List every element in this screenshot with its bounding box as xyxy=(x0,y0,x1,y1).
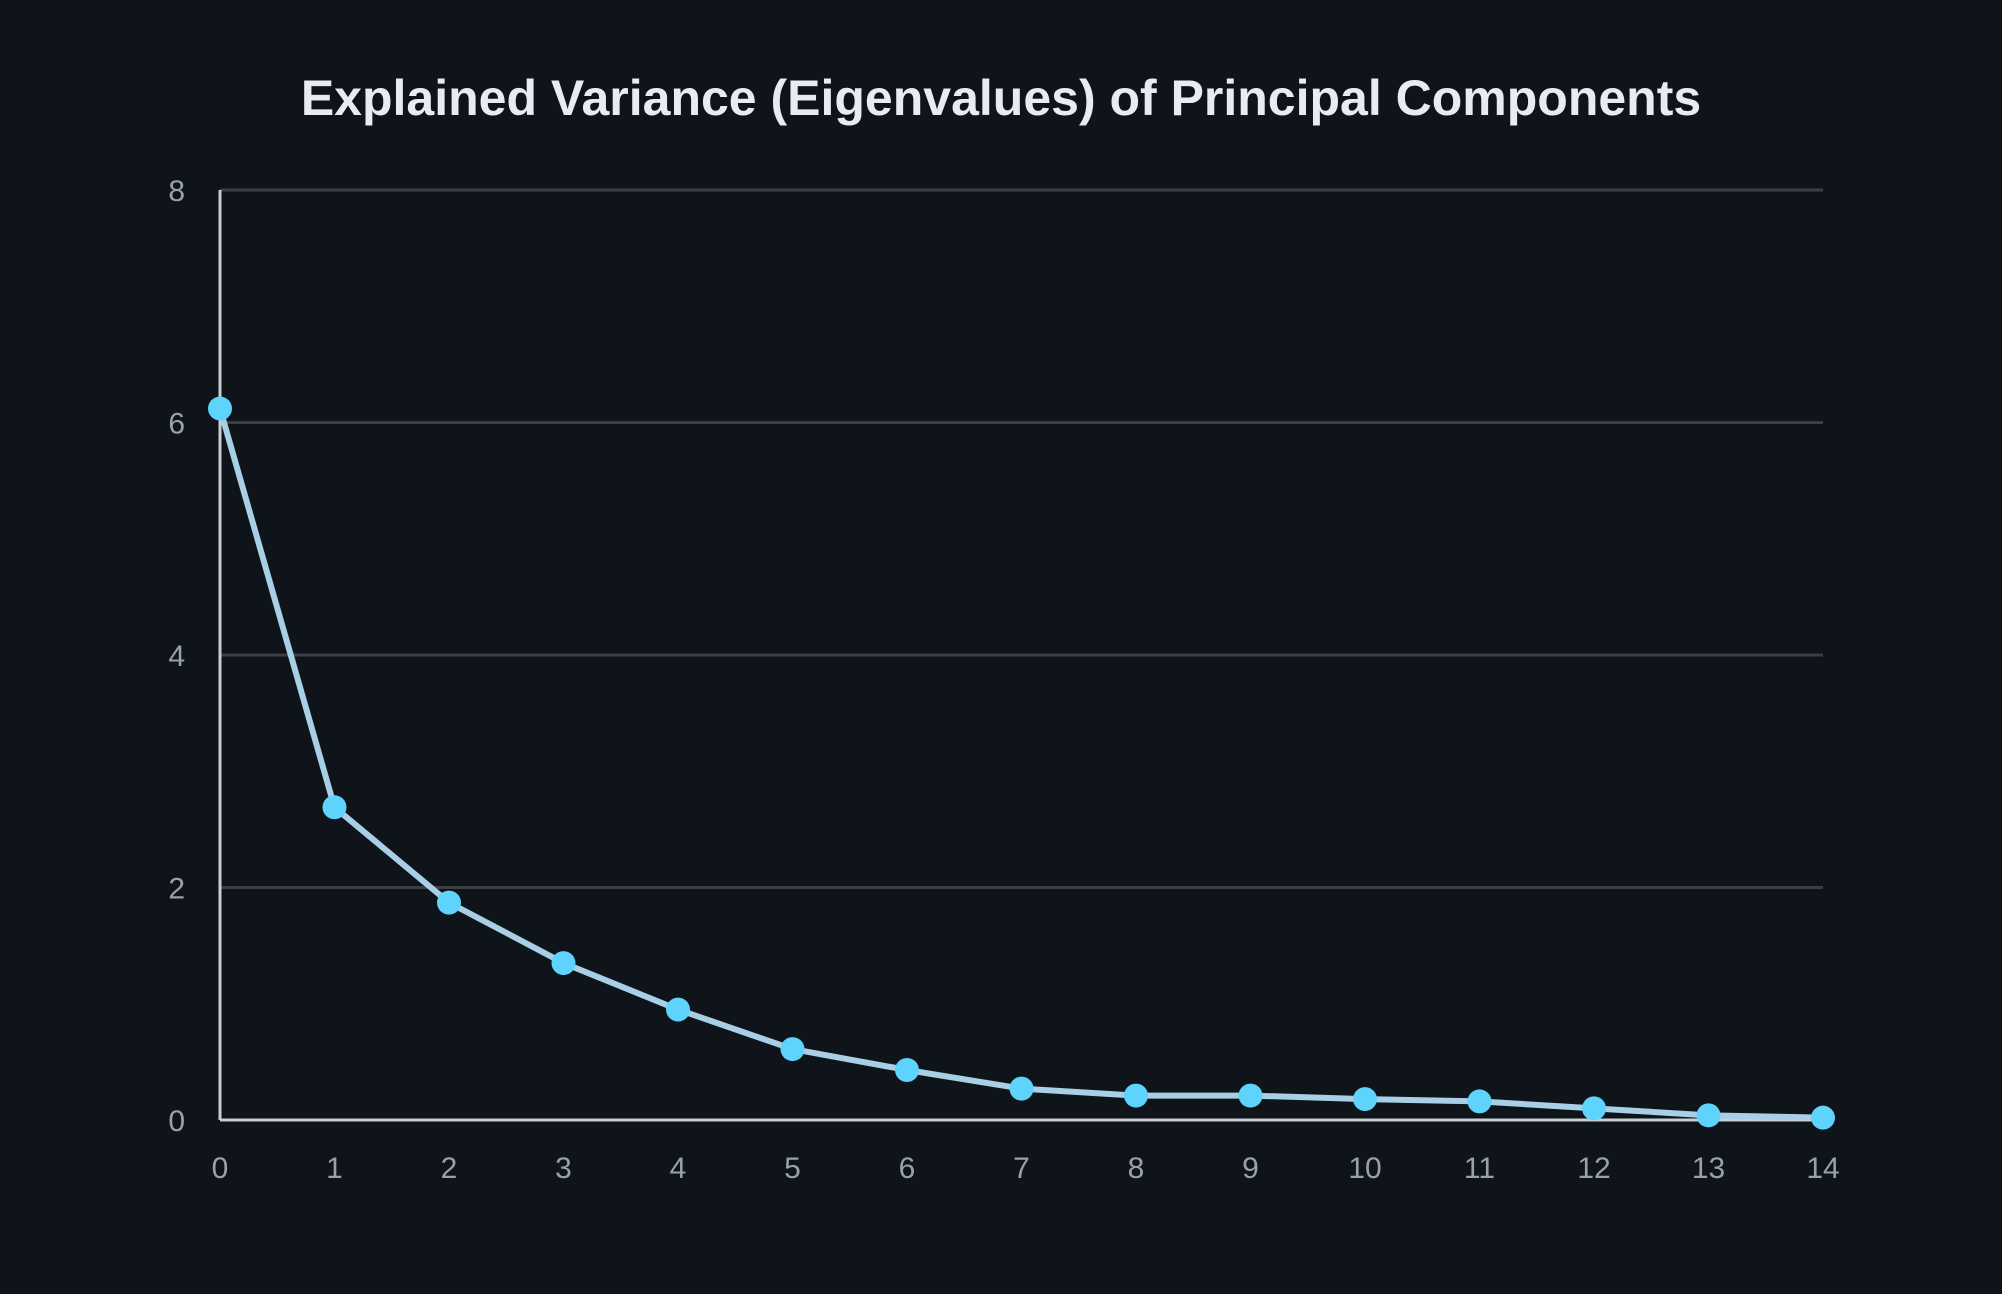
data-point-1[interactable] xyxy=(322,795,347,820)
data-point-2[interactable] xyxy=(437,890,461,915)
data-point-6[interactable] xyxy=(895,1058,919,1083)
x-tick-label: 7 xyxy=(1013,1152,1030,1185)
y-tick-label: 2 xyxy=(168,873,185,906)
x-tick-label: 8 xyxy=(1128,1152,1145,1185)
x-tick-label: 2 xyxy=(441,1152,458,1185)
data-point-9[interactable] xyxy=(1238,1083,1263,1108)
series-line xyxy=(217,405,1826,1121)
x-tick-label: 14 xyxy=(1806,1152,1839,1185)
x-tick-label: 0 xyxy=(212,1152,229,1185)
data-point-5[interactable] xyxy=(780,1037,805,1062)
data-point-4[interactable] xyxy=(666,997,690,1022)
y-tick-label: 6 xyxy=(168,408,185,441)
data-point-10[interactable] xyxy=(1353,1087,1377,1112)
x-tick-label: 6 xyxy=(899,1152,916,1185)
grid-lines xyxy=(220,188,1823,889)
chart-title: Explained Variance (Eigenvalues) of Prin… xyxy=(301,70,1701,126)
data-point-11[interactable] xyxy=(1467,1089,1492,1114)
x-tick-label: 5 xyxy=(784,1152,801,1185)
data-point-0[interactable] xyxy=(208,396,232,421)
x-tick-label: 11 xyxy=(1464,1152,1495,1185)
data-point-7[interactable] xyxy=(1009,1076,1034,1101)
data-point-13[interactable] xyxy=(1696,1103,1721,1128)
y-tick-label: 4 xyxy=(168,640,185,673)
x-tick-label: 9 xyxy=(1242,1152,1259,1185)
y-tick-label: 0 xyxy=(168,1105,185,1138)
axes xyxy=(218,190,1823,1122)
series xyxy=(208,396,1835,1130)
x-tick-label: 1 xyxy=(326,1152,343,1185)
x-tick-label: 3 xyxy=(555,1152,572,1185)
x-tick-label: 13 xyxy=(1692,1152,1725,1185)
x-tick-label: 4 xyxy=(670,1152,687,1185)
data-point-8[interactable] xyxy=(1124,1083,1148,1108)
x-tick-label: 10 xyxy=(1348,1152,1381,1185)
data-point-12[interactable] xyxy=(1582,1096,1606,1121)
data-point-14[interactable] xyxy=(1811,1105,1835,1130)
y-tick-label: 8 xyxy=(168,175,185,208)
x-tick-label: 12 xyxy=(1577,1152,1610,1185)
data-point-3[interactable] xyxy=(551,951,576,976)
